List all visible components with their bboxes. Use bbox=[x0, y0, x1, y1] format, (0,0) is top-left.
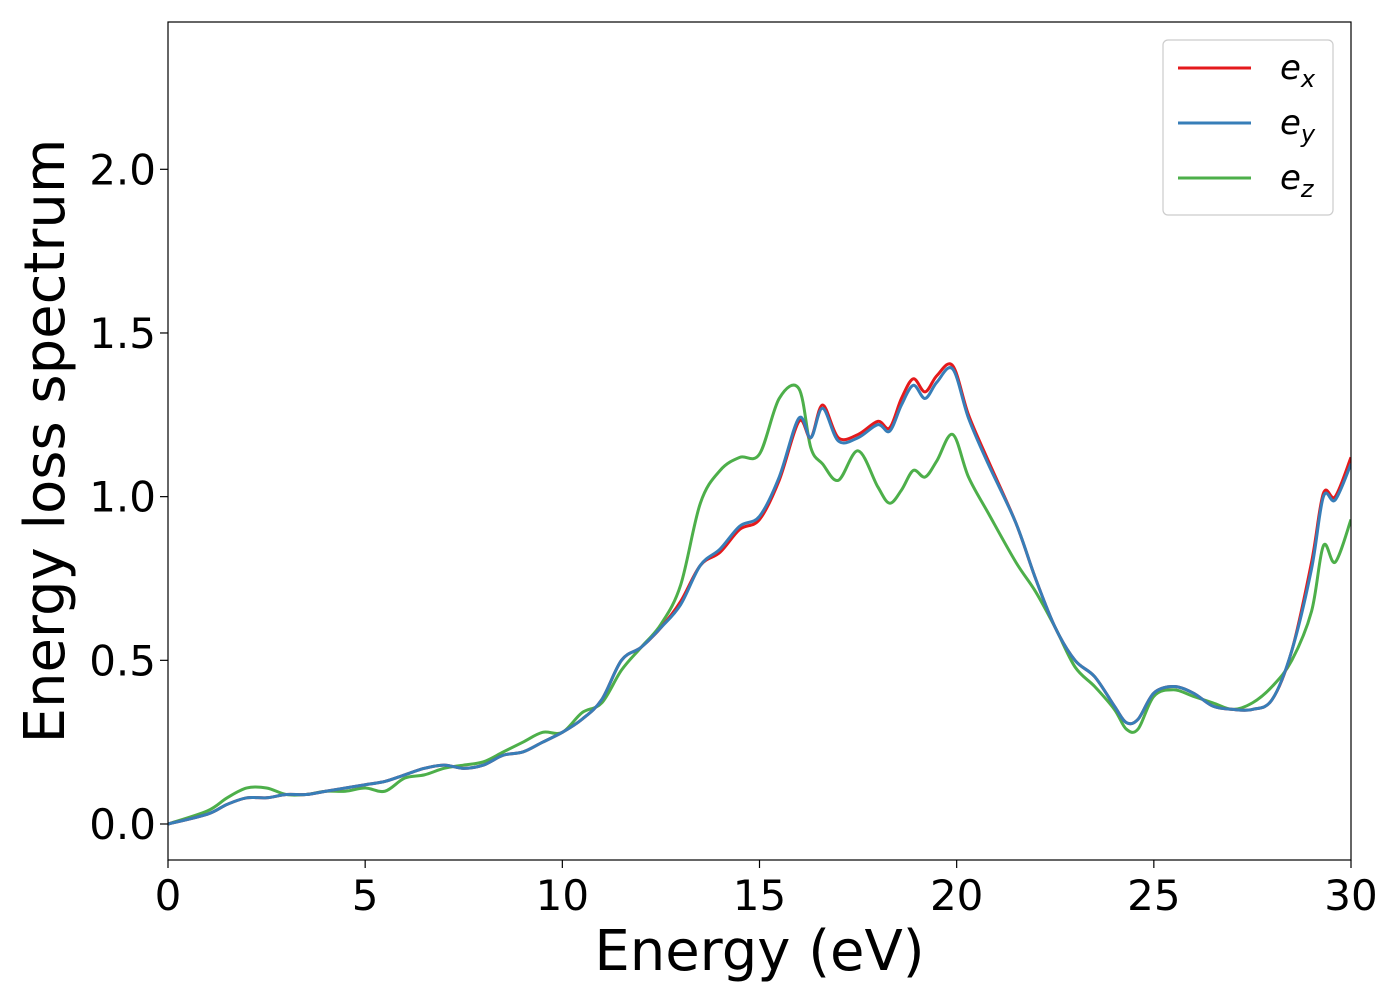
series-line-z bbox=[168, 383, 1351, 826]
series-group bbox=[168, 362, 1351, 826]
legend: ex ey ez bbox=[1162, 39, 1334, 216]
x-tick-label: 20 bbox=[930, 871, 983, 920]
x-tick-label: 25 bbox=[1127, 871, 1180, 920]
legend-label-x: ex bbox=[1280, 48, 1316, 93]
x-tick-label: 0 bbox=[155, 871, 182, 920]
y-axis-label: Energy loss spectrum bbox=[13, 139, 78, 744]
legend-label-y: ey bbox=[1280, 103, 1316, 148]
y-tick-label: 0.0 bbox=[89, 800, 156, 849]
x-axis-label: Energy (eV) bbox=[594, 919, 924, 984]
x-tick-label: 10 bbox=[536, 871, 589, 920]
series-line-y bbox=[168, 366, 1351, 826]
legend-label-z: ez bbox=[1280, 158, 1315, 203]
x-tick-label: 30 bbox=[1324, 871, 1377, 920]
series-line-x bbox=[168, 362, 1351, 826]
legend-box bbox=[1162, 39, 1334, 216]
x-tick-label: 5 bbox=[352, 871, 379, 920]
y-tick-label: 1.5 bbox=[89, 309, 156, 358]
y-tick-label: 0.5 bbox=[89, 636, 156, 685]
y-tick-label: 2.0 bbox=[89, 145, 156, 194]
series-layer bbox=[168, 362, 1351, 826]
axes-layer: 0 5 10 15 20 25 30 0.0 0.5 1.0 1.5 2.0 bbox=[89, 21, 1378, 920]
x-tick-label: 15 bbox=[733, 871, 786, 920]
y-tick-label: 1.0 bbox=[89, 473, 156, 522]
